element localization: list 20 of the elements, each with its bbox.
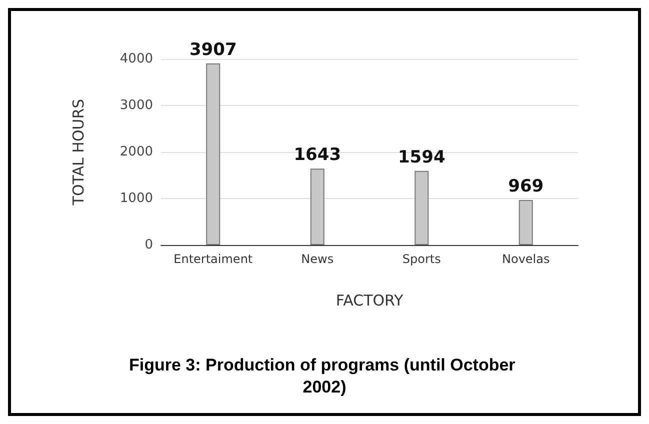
y-tick-label: 3000 <box>120 98 153 113</box>
bar <box>206 63 220 245</box>
data-label: 969 <box>508 176 544 196</box>
y-axis-title: TOTAL HOURS <box>70 98 88 206</box>
x-tick-label: Sports <box>402 252 441 266</box>
bar <box>518 200 533 245</box>
x-axis-title: FACTORY <box>336 292 404 310</box>
x-tick-label: Novelas <box>502 252 550 266</box>
x-tick-label: News <box>301 252 334 266</box>
x-tick-label: Entertaiment <box>174 252 253 266</box>
text: Figure 3: Production of programs (until October 2002) <box>128 356 520 396</box>
y-tick-label: 1000 <box>120 191 153 206</box>
y-tick-label: 2000 <box>120 144 153 160</box>
y-tick-label: 0 <box>144 238 153 252</box>
bar <box>310 168 324 245</box>
bar <box>414 170 429 245</box>
data-label: 1643 <box>294 145 342 166</box>
data-label: 1594 <box>398 147 446 168</box>
y-tick-label: 4000 <box>120 52 153 66</box>
data-label: 3907 <box>189 40 237 60</box>
